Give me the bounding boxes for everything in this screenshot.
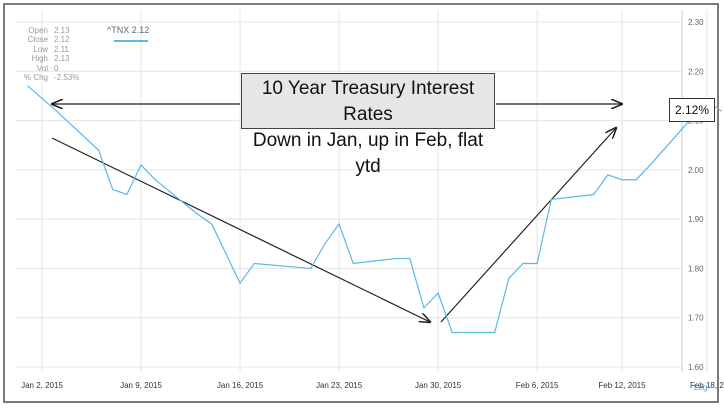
data-point bbox=[508, 277, 510, 279]
arrow-down-trend bbox=[51, 137, 430, 322]
quote-row-vol: Vol 0 bbox=[36, 63, 59, 73]
x-tick-label: Feb 12, 2015 bbox=[598, 381, 646, 390]
data-point bbox=[423, 307, 425, 309]
data-point bbox=[550, 198, 552, 201]
chart-frame bbox=[3, 3, 719, 403]
legend-label: ^TNX 2.12 bbox=[107, 25, 150, 35]
data-point bbox=[310, 267, 312, 270]
data-point bbox=[607, 174, 609, 176]
data-point bbox=[494, 331, 496, 334]
data-point bbox=[253, 262, 255, 265]
y-tick-label: 1.70 bbox=[688, 314, 704, 323]
data-point bbox=[97, 149, 100, 151]
y-tick-label: 1.60 bbox=[688, 363, 704, 372]
data-point bbox=[324, 243, 326, 245]
y-tick-label: 2.20 bbox=[688, 67, 704, 76]
quote-row-close: Close 2.12 bbox=[27, 35, 70, 45]
x-tick-label: Jan 30, 2015 bbox=[415, 381, 462, 390]
data-point bbox=[211, 223, 213, 225]
data-point bbox=[635, 179, 637, 181]
y-tick-label: 2.30 bbox=[688, 18, 704, 27]
data-point bbox=[352, 262, 354, 265]
data-point bbox=[720, 110, 722, 112]
quote-row-pct-chg: % Chg -2.53% bbox=[23, 73, 80, 83]
data-point bbox=[112, 188, 114, 191]
x-tick-label: Feb 18, 2 bbox=[690, 381, 724, 390]
data-point bbox=[338, 223, 340, 225]
data-point bbox=[225, 253, 227, 255]
x-tick-label: Jan 16, 2015 bbox=[217, 381, 264, 390]
log-scale-toggle[interactable]: Log bbox=[694, 383, 708, 392]
data-point bbox=[154, 179, 156, 181]
data-point bbox=[197, 213, 199, 215]
data-point bbox=[621, 179, 623, 181]
arrow-up-trend bbox=[440, 128, 616, 323]
data-point bbox=[27, 85, 29, 87]
x-tick-label: Feb 6, 2015 bbox=[516, 381, 559, 390]
quote-panel: Open 2.13 Close 2.12 Low 2.11 High 2.13 Vol 0… bbox=[22, 26, 79, 82]
data-point bbox=[239, 282, 241, 284]
data-point bbox=[55, 110, 57, 112]
data-point bbox=[126, 193, 128, 196]
data-point bbox=[140, 164, 142, 166]
y-tick-label: 1.80 bbox=[688, 264, 704, 273]
data-point bbox=[593, 193, 595, 196]
quote-row-high: High 2.13 bbox=[31, 54, 70, 64]
quote-row-open: Open 2.13 bbox=[28, 26, 70, 35]
data-point bbox=[649, 164, 651, 166]
quote-row-low: Low 2.11 bbox=[33, 44, 69, 54]
annotation-callout: 10 Year Treasury Interest Rates Down in … bbox=[241, 73, 495, 177]
data-point bbox=[536, 262, 538, 265]
data-point bbox=[409, 257, 411, 260]
x-tick-label: Jan 23, 2015 bbox=[316, 381, 363, 390]
y-tick-label: 1.90 bbox=[688, 215, 704, 224]
callout-line-2: Down in Jan, up in Feb, flat ytd bbox=[252, 130, 484, 177]
data-point bbox=[437, 292, 439, 294]
data-point bbox=[395, 257, 397, 260]
x-tick-label: Jan 9, 2015 bbox=[120, 381, 162, 390]
x-tick-label: Jan 2, 2015 bbox=[21, 381, 63, 390]
last-price-label: 2.12% bbox=[669, 98, 715, 122]
y-tick-label: 2.00 bbox=[688, 166, 704, 175]
data-point bbox=[451, 331, 453, 334]
callout-line-1: 10 Year Treasury Interest Rates bbox=[261, 78, 475, 125]
data-point bbox=[522, 262, 524, 265]
legend-swatch bbox=[114, 40, 148, 42]
